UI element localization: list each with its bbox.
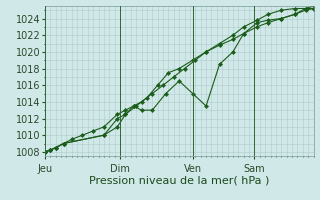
- X-axis label: Pression niveau de la mer( hPa ): Pression niveau de la mer( hPa ): [89, 175, 269, 185]
